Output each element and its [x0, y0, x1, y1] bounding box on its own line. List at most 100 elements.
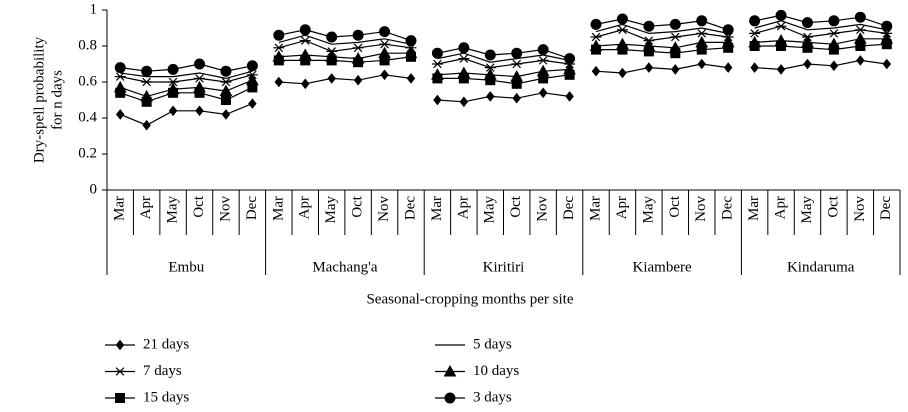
data-point — [749, 29, 761, 38]
data-point — [273, 29, 285, 41]
series-line — [278, 29, 412, 42]
legend-label: 10 days — [473, 363, 519, 379]
x-tick-label: Dec — [402, 196, 418, 220]
data-point — [722, 24, 734, 36]
series-line — [120, 63, 253, 72]
data-point — [828, 15, 840, 27]
x-tick-label: Dec — [561, 196, 577, 220]
x-tick-label: Apr — [455, 196, 471, 219]
data-point — [776, 64, 786, 75]
data-point — [273, 43, 285, 53]
data-point — [854, 11, 866, 23]
data-point — [299, 24, 311, 36]
data-point — [590, 32, 602, 42]
y-axis-label: Dry-spell probability — [31, 36, 47, 163]
data-point — [643, 20, 655, 32]
data-point — [485, 75, 496, 86]
data-point — [512, 92, 521, 104]
data-point — [616, 25, 628, 35]
series-line — [120, 74, 253, 83]
x-tick-label: Mar — [112, 196, 128, 221]
x-tick-label: Nov — [535, 196, 551, 222]
y-tick-label: 0.2 — [78, 145, 97, 161]
data-point — [379, 26, 391, 38]
x-tick-label: Nov — [693, 196, 709, 222]
series-line — [437, 92, 570, 103]
data-point — [618, 67, 627, 79]
x-tick-label: Oct — [508, 195, 524, 217]
series-line — [754, 25, 887, 38]
data-point — [327, 73, 336, 84]
series-line — [754, 14, 887, 27]
data-point — [828, 29, 840, 38]
y-tick-label: 1 — [90, 1, 98, 17]
data-point — [511, 78, 522, 89]
data-point — [431, 59, 443, 69]
x-tick-label: Apr — [138, 196, 154, 219]
group-label: Machang'a — [312, 259, 378, 275]
data-point — [405, 35, 417, 47]
x-tick-label: Oct — [191, 195, 207, 217]
series-line — [595, 23, 729, 35]
data-point — [406, 73, 416, 84]
series-line — [595, 29, 729, 42]
data-point — [591, 44, 602, 55]
data-point — [115, 87, 126, 98]
data-point — [749, 15, 761, 27]
data-point — [881, 20, 893, 32]
data-point — [431, 47, 443, 59]
data-point — [882, 58, 892, 70]
series-line — [120, 70, 253, 80]
data-point — [220, 95, 231, 105]
data-point — [167, 77, 179, 87]
data-point — [564, 53, 576, 65]
data-point — [750, 62, 759, 73]
data-point — [114, 62, 126, 74]
series-line — [754, 43, 887, 51]
data-point — [380, 69, 389, 81]
data-point — [854, 25, 866, 35]
data-point — [644, 62, 654, 73]
data-point — [432, 73, 443, 84]
data-point — [776, 41, 787, 51]
data-point — [565, 91, 574, 102]
series-line — [754, 59, 887, 71]
data-point — [856, 55, 865, 66]
group-label: Kiambere — [633, 259, 692, 275]
data-point — [405, 51, 416, 62]
data-point — [617, 44, 628, 55]
data-point — [248, 98, 257, 109]
data-point — [299, 36, 311, 45]
data-point — [300, 55, 311, 66]
data-point — [723, 62, 733, 73]
legend-marker — [444, 392, 456, 404]
data-point — [538, 87, 548, 99]
series-line — [278, 34, 412, 45]
x-tick-label: Dec — [878, 196, 894, 220]
series-line — [278, 52, 411, 60]
data-point — [458, 73, 469, 84]
data-point — [669, 32, 681, 42]
data-point — [273, 55, 284, 66]
data-point — [141, 96, 152, 107]
group-label: Kiritiri — [483, 259, 525, 275]
data-point — [696, 29, 708, 38]
x-tick-label: Oct — [350, 195, 366, 217]
data-point — [246, 60, 258, 72]
data-point — [484, 63, 496, 72]
data-point — [696, 44, 707, 55]
data-point — [247, 82, 258, 93]
data-point — [220, 65, 232, 77]
data-point — [537, 44, 549, 56]
x-tick-label: May — [165, 196, 181, 224]
x-tick-label: Oct — [825, 195, 841, 217]
data-point — [802, 42, 813, 53]
data-point — [459, 96, 469, 108]
x-tick-label: Nov — [217, 196, 233, 222]
legend-label: 21 days — [143, 336, 189, 352]
data-point — [326, 31, 338, 43]
x-tick-label: May — [323, 196, 339, 224]
series-line — [595, 63, 729, 74]
data-point — [723, 42, 734, 53]
